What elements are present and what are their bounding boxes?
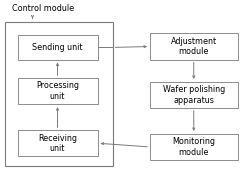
- Text: Sending unit: Sending unit: [32, 43, 83, 52]
- Text: Control module: Control module: [12, 4, 74, 13]
- Bar: [18, 130, 98, 156]
- Text: Adjustment
module: Adjustment module: [171, 37, 217, 56]
- Bar: [18, 78, 98, 104]
- Text: Processing
unit: Processing unit: [36, 81, 79, 101]
- Bar: [5, 22, 112, 166]
- Text: Monitoring
module: Monitoring module: [172, 137, 215, 157]
- Text: Wafer polishing
apparatus: Wafer polishing apparatus: [162, 85, 225, 105]
- Bar: [150, 33, 238, 60]
- Bar: [150, 134, 238, 160]
- Bar: [150, 82, 238, 108]
- Bar: [18, 35, 98, 60]
- Text: Receiving
unit: Receiving unit: [38, 134, 77, 153]
